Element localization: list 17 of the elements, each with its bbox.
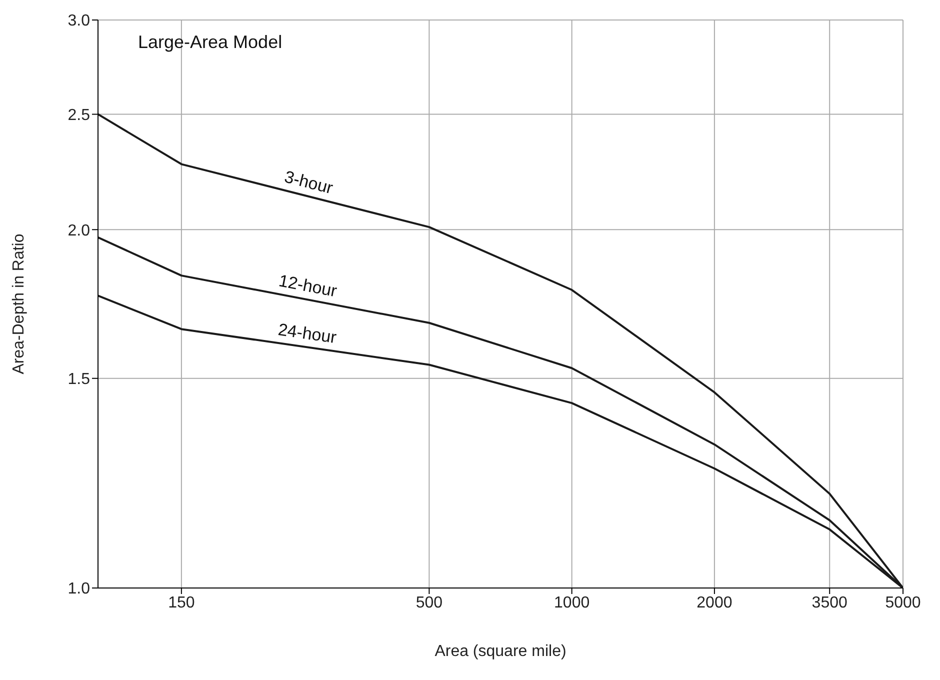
y-tick-label: 3.0	[68, 12, 90, 30]
y-axis-title: Area-Depth in Ratio	[10, 234, 28, 374]
x-tick-label: 2000	[696, 594, 732, 612]
x-tick-label: 5000	[885, 594, 921, 612]
x-axis-title: Area (square mile)	[434, 643, 566, 660]
text: 24-hour	[276, 320, 338, 348]
y-tick-label: 2.5	[68, 106, 90, 124]
text: 12-hour	[277, 271, 339, 301]
x-tick-label: 150	[168, 594, 195, 612]
text: 3-hour	[282, 167, 336, 198]
x-tick-label: 1000	[554, 594, 590, 612]
x-tick-label: 3500	[812, 594, 848, 612]
x-tick-label: 500	[416, 594, 443, 612]
y-tick-label: 1.0	[68, 580, 90, 598]
y-tick-label: 1.5	[68, 371, 90, 388]
y-tick-label: 2.0	[68, 222, 90, 240]
annotation: Large-Area Model	[138, 32, 282, 53]
